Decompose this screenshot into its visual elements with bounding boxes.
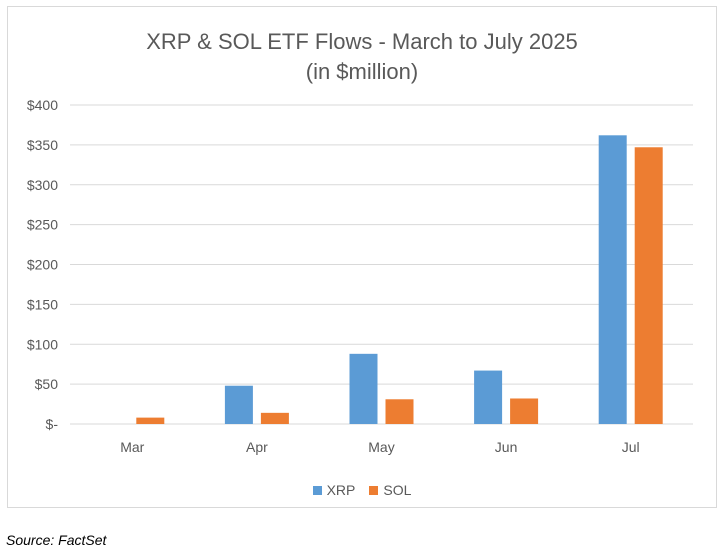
legend-item-sol: SOL: [369, 482, 411, 498]
bar-xrp-may: [349, 353, 378, 424]
y-tick-label: $250: [27, 217, 58, 233]
y-tick-label: $150: [27, 296, 58, 312]
legend: XRP SOL: [8, 482, 716, 498]
bar-xrp-apr: [224, 385, 253, 424]
chart-title: XRP & SOL ETF Flows - March to July 2025: [146, 29, 578, 54]
y-tick-label: $100: [27, 336, 58, 352]
y-tick-label: $200: [27, 257, 58, 273]
source-note: Source: FactSet: [6, 532, 107, 548]
x-tick-label: Jun: [495, 439, 518, 455]
legend-item-xrp: XRP: [312, 482, 356, 498]
chart-plot: $- $50 $100 $150 $200 $250 $300 $350 $400 Mar Apr M…: [27, 97, 693, 455]
legend-swatch-sol: [369, 485, 379, 495]
x-tick-label: Mar: [120, 439, 144, 455]
bar-sol-jul: [634, 147, 663, 424]
x-tick-label: May: [368, 439, 394, 455]
legend-label-sol: SOL: [383, 482, 412, 498]
y-tick-label: $350: [27, 137, 58, 153]
bar-sol-mar: [136, 417, 165, 424]
bar-xrp-jul: [598, 135, 627, 424]
x-tick-label: Jul: [622, 439, 640, 455]
y-tick-label: $-: [46, 416, 59, 432]
bar-sol-jun: [510, 398, 539, 424]
y-tick-label: $400: [27, 97, 58, 113]
bar-sol-apr: [260, 412, 289, 424]
bar-sol-may: [385, 399, 414, 424]
chart-subtitle: (in $million): [305, 59, 419, 84]
y-tick-label: $300: [27, 177, 58, 193]
bar-xrp-jun: [474, 370, 503, 424]
x-tick-label: Apr: [246, 439, 268, 455]
legend-label-xrp: XRP: [326, 482, 356, 498]
y-tick-label: $50: [35, 376, 59, 392]
chart-frame: XRP & SOL ETF Flows - March to July 2025…: [7, 6, 717, 508]
legend-swatch-xrp: [312, 485, 322, 495]
